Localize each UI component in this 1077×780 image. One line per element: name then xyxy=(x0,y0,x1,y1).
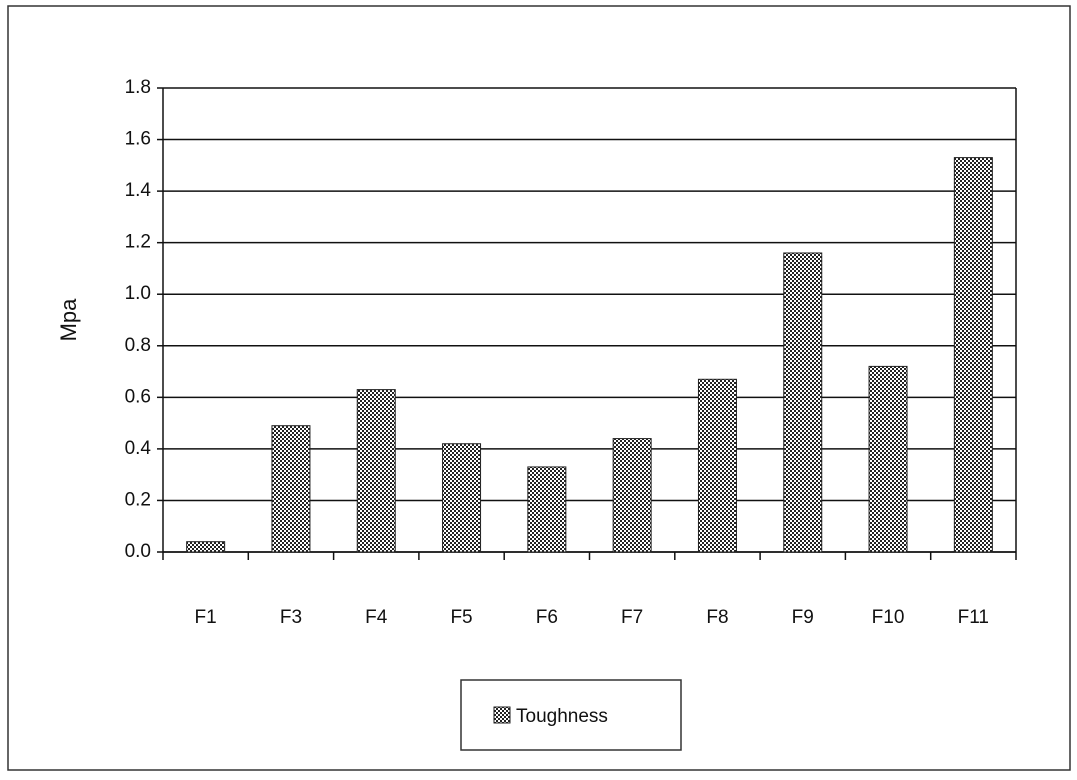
bar xyxy=(697,378,737,553)
x-tick-label: F7 xyxy=(621,607,643,628)
legend-label: Toughness xyxy=(516,706,608,727)
bar xyxy=(186,541,226,553)
bar xyxy=(356,389,396,553)
bar xyxy=(612,438,652,553)
x-tick-label: F4 xyxy=(365,607,388,628)
y-tick-label: 1.6 xyxy=(125,129,151,150)
x-tick-label: F8 xyxy=(706,607,728,628)
y-tick-label: 0.0 xyxy=(125,541,151,562)
bar xyxy=(271,425,311,553)
y-tick-label: 0.8 xyxy=(125,335,151,356)
bar xyxy=(868,365,908,553)
y-axis-label: Mpa xyxy=(56,298,81,342)
bar xyxy=(442,443,482,553)
x-tick-label: F9 xyxy=(792,607,814,628)
x-tick-label: F1 xyxy=(195,607,217,628)
x-tick-label: F6 xyxy=(536,607,558,628)
x-tick-label: F3 xyxy=(280,607,302,628)
y-tick-label: 1.4 xyxy=(125,180,152,201)
y-tick-label: 1.8 xyxy=(125,77,151,98)
x-tick-label: F11 xyxy=(958,607,989,628)
x-tick-label: F5 xyxy=(450,607,472,628)
y-tick-label: 0.2 xyxy=(125,489,151,510)
x-tick-label: F10 xyxy=(872,607,905,628)
bar xyxy=(783,252,823,553)
bar xyxy=(527,466,567,553)
y-tick-label: 0.4 xyxy=(125,438,152,459)
y-tick-label: 1.0 xyxy=(125,283,151,304)
y-tick-label: 0.6 xyxy=(125,386,151,407)
bar xyxy=(953,157,993,553)
legend-swatch xyxy=(493,706,511,724)
frame xyxy=(7,5,1071,771)
y-tick-label: 1.2 xyxy=(125,232,151,253)
